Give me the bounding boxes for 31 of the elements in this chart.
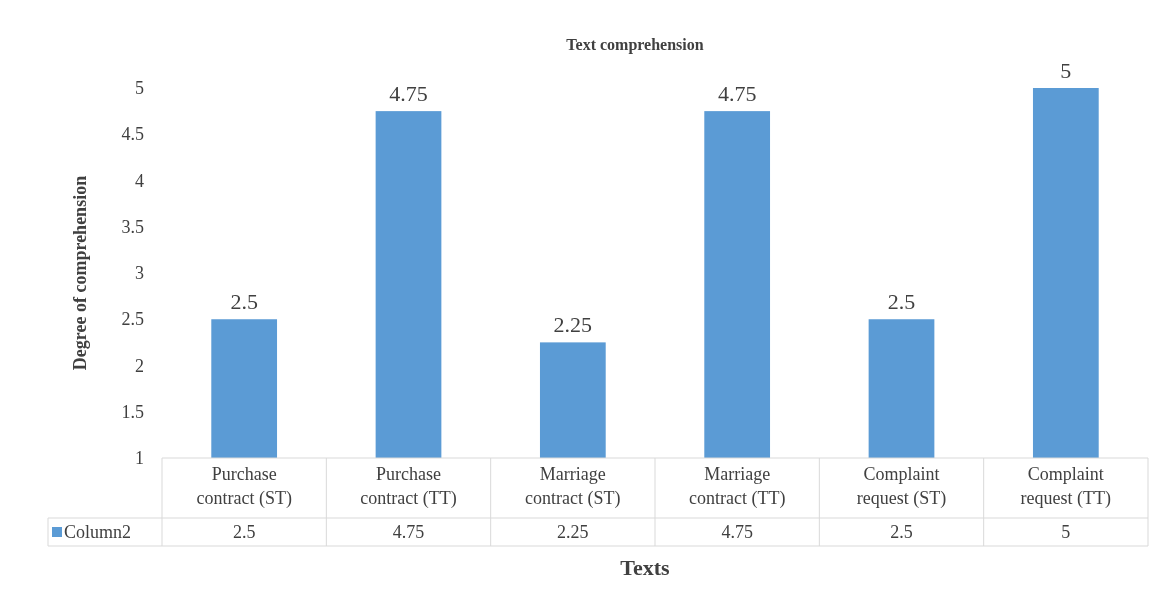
y-tick-label: 1.5	[121, 401, 144, 422]
y-tick-label: 1	[135, 448, 144, 468]
data-label: 2.25	[553, 312, 593, 338]
y-tick-label: 4.5	[121, 124, 144, 145]
text: 5	[1061, 522, 1071, 542]
y-tick-label: 5	[135, 78, 144, 98]
legend-label: Column2	[64, 522, 132, 542]
y-tick-label: 3	[135, 263, 144, 283]
data-label: 4.75	[389, 81, 428, 107]
data-label: 2.5	[887, 289, 916, 315]
y-tick-label: 2.5	[121, 309, 144, 330]
text: 4.75	[721, 522, 753, 542]
x-tick-label: Marriage contract (ST)	[525, 464, 621, 509]
x-axis-title: Texts	[620, 555, 671, 580]
data-label: 5	[1060, 58, 1072, 83]
y-tick-label: 4	[135, 170, 144, 191]
x-tick-label: Complaint request (ST)	[856, 464, 947, 509]
x-tick-label: Purchase contract (TT)	[360, 464, 457, 509]
text: 2.25	[557, 522, 589, 542]
x-tick-label: Purchase contract (ST)	[196, 464, 292, 509]
x-tick-label: Marriage contract (TT)	[688, 464, 786, 509]
chart-title: Text comprehension	[566, 36, 704, 54]
data-label: 2.5	[230, 289, 258, 315]
y-tick-label: 3.5	[121, 216, 144, 237]
text: 4.75	[392, 522, 425, 542]
x-tick-label: Complaint request (TT)	[1020, 464, 1112, 509]
data-label: 4.75	[717, 81, 757, 107]
y-axis-title: Degree of comprehension	[70, 175, 90, 371]
text: 2.5	[232, 522, 256, 542]
y-tick-label: 2	[135, 355, 144, 376]
text: 2.5	[890, 522, 913, 542]
